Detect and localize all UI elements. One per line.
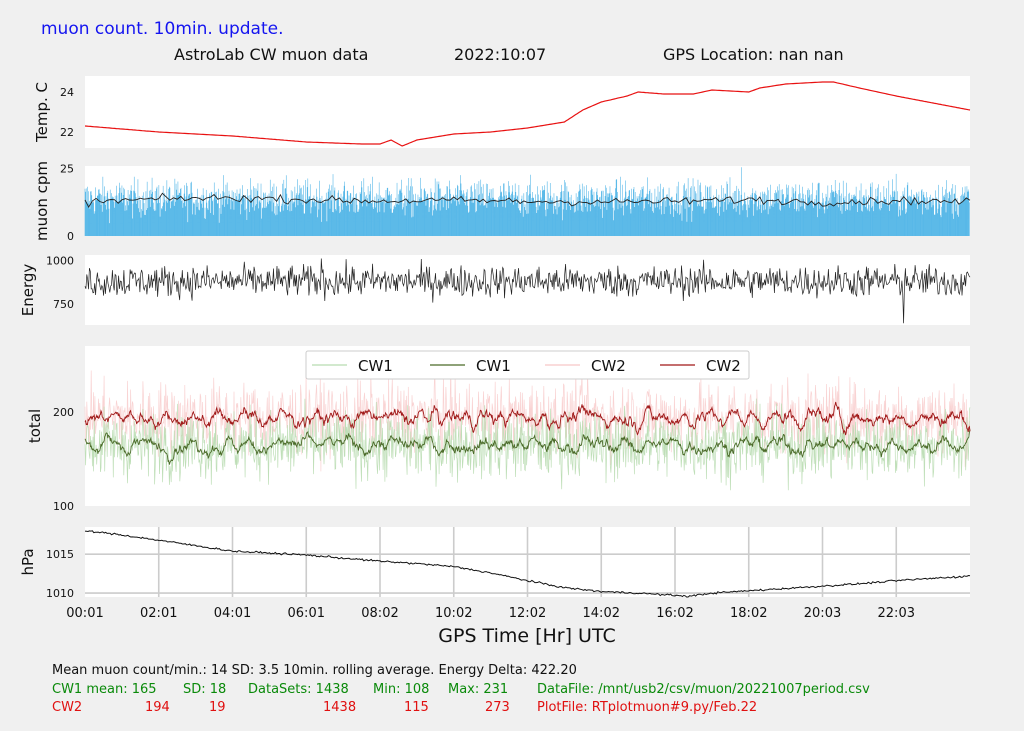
- pressure-ytick: 1010: [46, 587, 74, 600]
- total-ylabel: total: [26, 409, 44, 443]
- x-tick-label: 22:03: [878, 606, 915, 621]
- cw2-max: 273: [485, 700, 510, 715]
- stats-line-mean: Mean muon count/min.: 14 SD: 3.5 10min. …: [52, 663, 577, 678]
- cw2-label: CW2: [52, 700, 83, 715]
- x-tick-label: 10:02: [435, 606, 472, 621]
- total-ytick: 100: [53, 500, 74, 513]
- x-tick-label: 14:02: [583, 606, 620, 621]
- cw2-min: 115: [404, 700, 429, 715]
- muon-ylabel: muon cpm: [33, 161, 51, 241]
- pressure-ylabel: hPa: [19, 548, 37, 575]
- energy-line: [84, 258, 971, 324]
- gps-location: GPS Location: nan nan: [663, 45, 844, 64]
- legend-label: CW2: [591, 357, 626, 375]
- x-tick-label: 04:01: [214, 606, 251, 621]
- x-tick-label: 08:02: [361, 606, 398, 621]
- temp-ytick: 24: [60, 86, 74, 99]
- muon-ytick: 25: [60, 163, 74, 176]
- x-tick-label: 20:03: [804, 606, 841, 621]
- cw1-max: Max: 231: [448, 682, 509, 697]
- cw1-mean: CW1 mean: 165: [52, 682, 157, 697]
- cw2-mean: 194: [145, 700, 170, 715]
- muon-bars: [84, 167, 970, 236]
- x-tick-label: 12:02: [509, 606, 546, 621]
- cw2-plotfile: PlotFile: RTplotmuon#9.py/Feb.22: [537, 700, 758, 715]
- lab-title: AstroLab CW muon data: [174, 45, 369, 64]
- temp-line: [84, 81, 971, 147]
- date-label: 2022:10:07: [454, 45, 547, 64]
- x-tick-label: 02:01: [140, 606, 177, 621]
- cw2-sd: 19: [209, 700, 226, 715]
- cw1-rolling-line: [84, 429, 971, 465]
- total-ytick: 200: [53, 406, 74, 419]
- cw2-rolling-line: [84, 401, 971, 436]
- total-legend: CW1 CW1 CW2 CW2: [305, 350, 750, 380]
- energy-ylabel: Energy: [19, 264, 37, 317]
- muon-ytick: 0: [67, 230, 74, 243]
- page-title: muon count. 10min. update.: [41, 19, 284, 39]
- legend-label: CW2: [706, 357, 741, 375]
- pressure-line: [84, 530, 971, 598]
- cw2-raw-line: [84, 364, 971, 472]
- x-tick-label: 18:02: [730, 606, 767, 621]
- temp-ytick: 22: [60, 126, 74, 139]
- energy-panel: [85, 255, 970, 325]
- energy-ytick: 750: [53, 298, 74, 311]
- legend-label: CW1: [358, 357, 393, 375]
- cw1-sd: SD: 18: [183, 682, 227, 697]
- cw1-min: Min: 108: [373, 682, 430, 697]
- legend-frame: [305, 350, 750, 380]
- x-axis-label: GPS Time [Hr] UTC: [438, 625, 615, 647]
- pressure-ytick: 1015: [46, 548, 74, 561]
- x-tick-label: 00:01: [66, 606, 103, 621]
- legend-label: CW1: [476, 357, 511, 375]
- temp-ylabel: Temp. C: [33, 82, 51, 143]
- x-tick-label: 16:02: [656, 606, 693, 621]
- cw1-datafile: DataFile: /mnt/usb2/csv/muon/20221007per…: [537, 682, 870, 697]
- energy-ytick: 1000: [46, 254, 74, 267]
- x-tick-label: 06:01: [288, 606, 325, 621]
- muon-rolling-average: [84, 192, 971, 209]
- cw1-datasets: DataSets: 1438: [248, 682, 349, 697]
- temp-panel: [85, 76, 970, 148]
- cw2-datasets: 1438: [323, 700, 357, 715]
